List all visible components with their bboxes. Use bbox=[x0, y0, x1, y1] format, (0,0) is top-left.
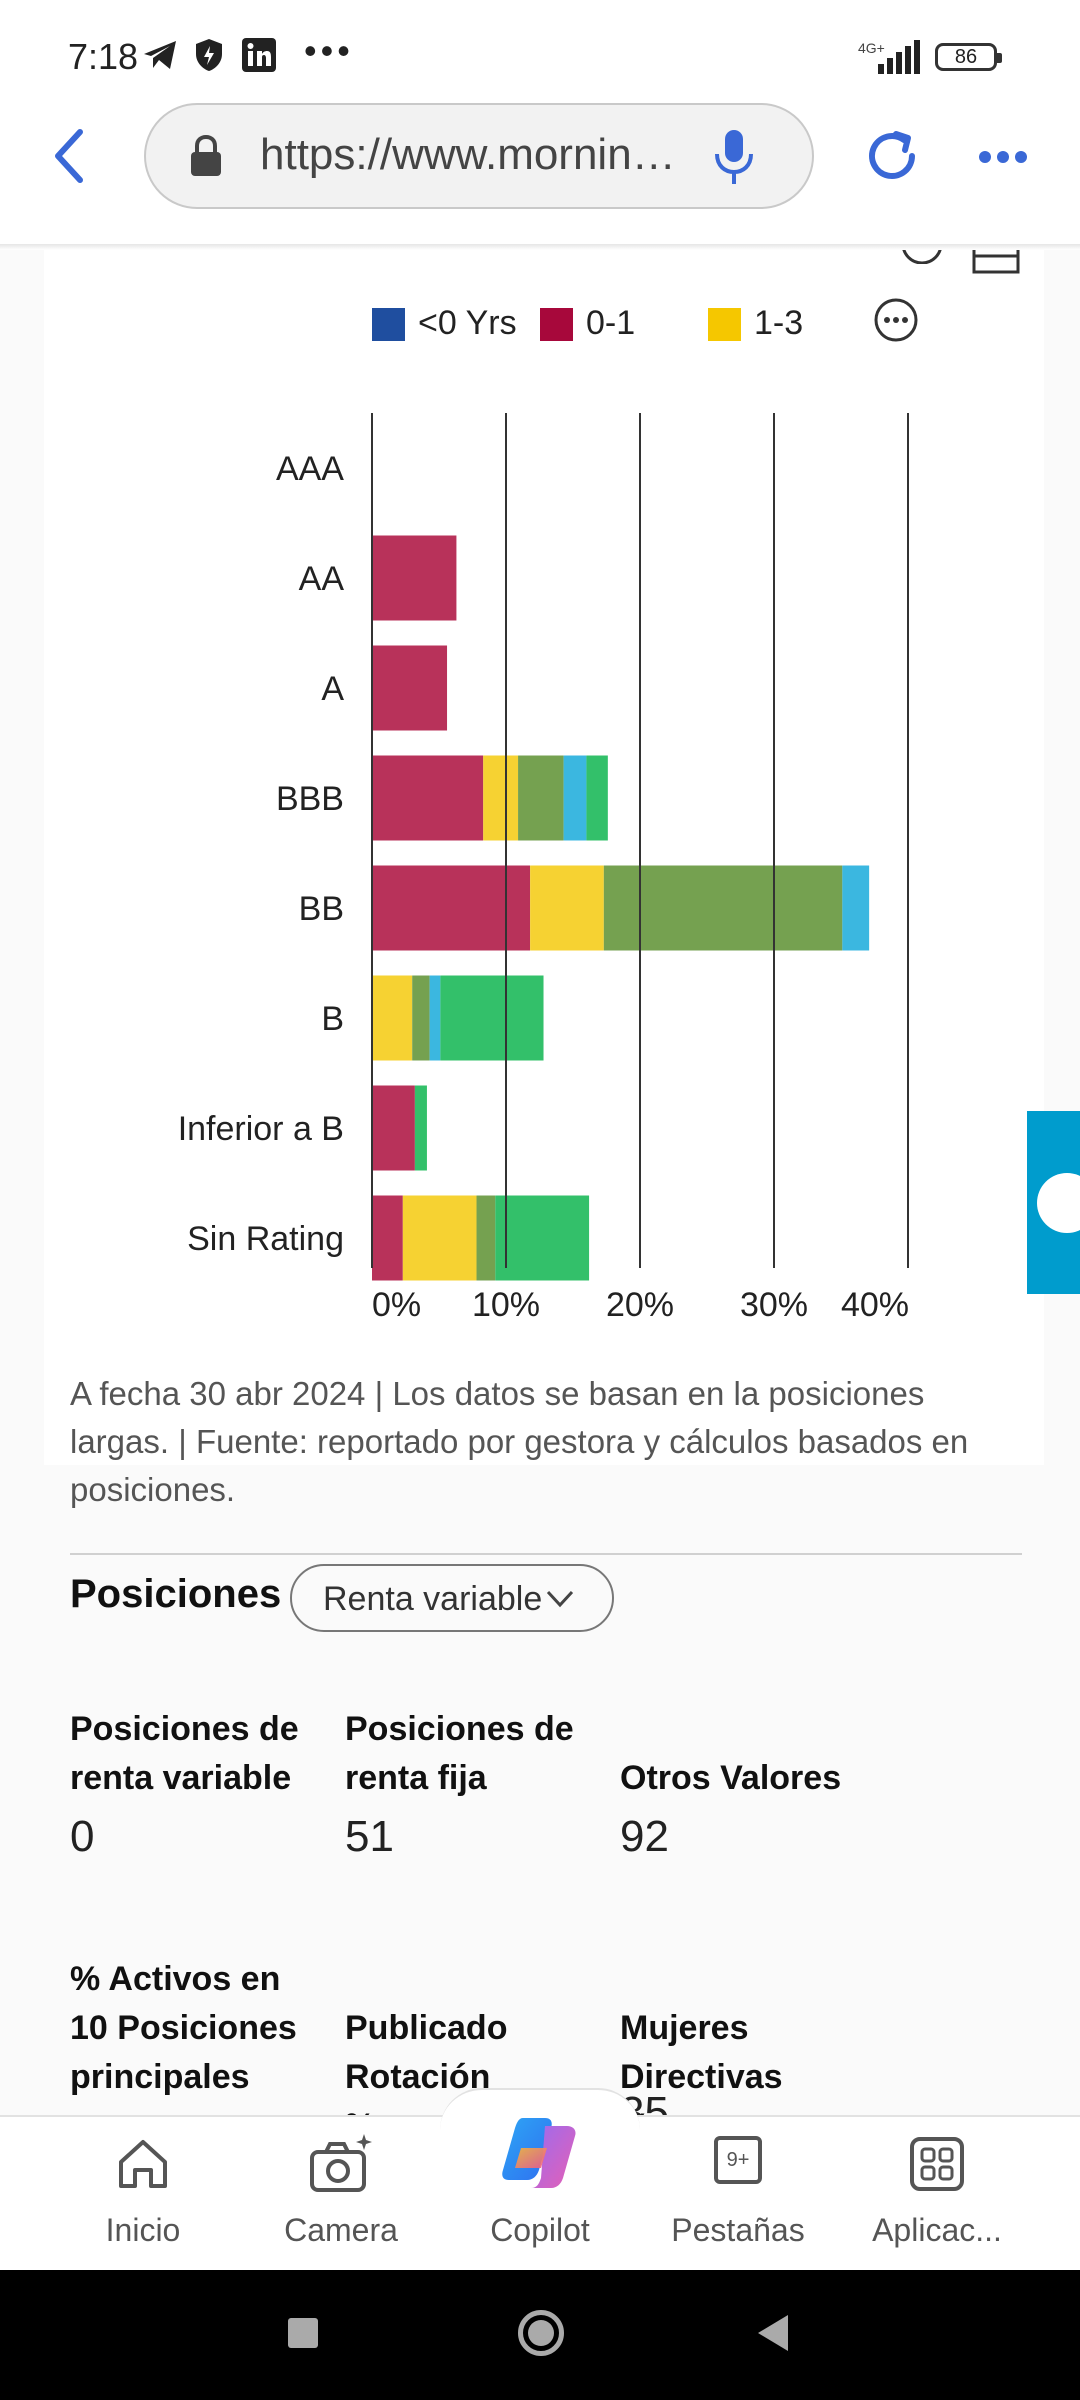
holdings-type-dropdown[interactable] bbox=[290, 1564, 614, 1632]
bar-a-series-0[interactable] bbox=[372, 645, 448, 731]
x-tick-label: 20% bbox=[606, 1286, 674, 1324]
bar-b-series-4[interactable] bbox=[440, 975, 544, 1061]
bar-bbb-series-1[interactable] bbox=[483, 755, 519, 841]
recents-button[interactable] bbox=[288, 2318, 318, 2348]
nav-apps-label[interactable]: Aplicac... bbox=[872, 2212, 1002, 2248]
bar-sin-rating-series-1[interactable] bbox=[402, 1195, 477, 1281]
holdings-title: Posiciones bbox=[70, 1572, 282, 1616]
category-label: AA bbox=[299, 560, 345, 598]
x-tick-label: 30% bbox=[740, 1286, 808, 1324]
bar-bbb-series-2[interactable] bbox=[518, 755, 564, 841]
apps-icon bbox=[910, 2137, 964, 2191]
status-time: 7:18 bbox=[68, 36, 139, 77]
more-notifications-icon: ••• bbox=[304, 30, 354, 71]
info-icon[interactable] bbox=[900, 250, 944, 264]
dropdown-value[interactable]: Renta variable bbox=[323, 1580, 543, 1618]
x-tick-label: 10% bbox=[472, 1286, 540, 1324]
telegram-icon bbox=[144, 41, 176, 69]
signal-icon bbox=[878, 40, 920, 74]
address-bar[interactable] bbox=[144, 103, 814, 209]
category-label: Sin Rating bbox=[187, 1220, 344, 1258]
system-navigation-bar bbox=[0, 2270, 1080, 2400]
category-label: AAA bbox=[276, 450, 344, 488]
stat-value-other-holdings: 92 bbox=[620, 1812, 669, 1861]
chart-footnote: A fecha 30 abr 2024 | Los datos se basan… bbox=[70, 1375, 969, 1508]
legend-swatch-2 bbox=[708, 308, 741, 341]
stat-label-top10-assets: % Activos en 10 Posiciones principales bbox=[70, 1960, 297, 2096]
url-text[interactable]: https://www.morningstar bbox=[260, 130, 680, 179]
bar-bb-series-1[interactable] bbox=[530, 865, 604, 951]
bar-inferior-a-b-series-0[interactable] bbox=[372, 1085, 415, 1171]
feedback-tab[interactable] bbox=[1027, 1111, 1080, 1294]
feedback-icon bbox=[1037, 1173, 1080, 1233]
stat-label-equity-holdings: Posiciones de renta variable bbox=[70, 1710, 299, 1797]
legend-label-2: 1-3 bbox=[754, 304, 804, 342]
home-button[interactable] bbox=[518, 2310, 564, 2356]
more-icon[interactable] bbox=[978, 150, 1028, 164]
nav-home[interactable] bbox=[43, 2130, 243, 2199]
bar-sin-rating-series-0[interactable] bbox=[372, 1195, 403, 1281]
category-label: B bbox=[321, 1000, 344, 1038]
bar-inferior-a-b-series-4[interactable] bbox=[414, 1085, 427, 1171]
legend-label-0: <0 Yrs bbox=[418, 304, 517, 342]
bar-bb-series-2[interactable] bbox=[603, 865, 843, 951]
bar-sin-rating-series-2[interactable] bbox=[476, 1195, 496, 1281]
bar-bbb-series-3[interactable] bbox=[563, 755, 587, 841]
category-label: BBB bbox=[276, 780, 344, 818]
toolbar-shadow bbox=[0, 244, 1080, 250]
bar-bbb-series-0[interactable] bbox=[372, 755, 484, 841]
status-bar: 7:18 ••• 4G+ 86 bbox=[0, 0, 1080, 100]
legend-swatch-0 bbox=[372, 308, 405, 341]
copilot-icon bbox=[502, 2118, 576, 2188]
table-view-icon[interactable] bbox=[972, 250, 1020, 274]
home-icon bbox=[119, 2140, 167, 2188]
network-type: 4G+ bbox=[858, 40, 885, 56]
nav-tabs-label[interactable]: Pestañas bbox=[671, 2212, 805, 2248]
category-label: A bbox=[321, 670, 344, 708]
bar-bb-series-0[interactable] bbox=[372, 865, 531, 951]
bar-b-series-1[interactable] bbox=[372, 975, 413, 1061]
nav-camera[interactable] bbox=[241, 2130, 441, 2201]
legend-swatch-1 bbox=[540, 308, 573, 341]
nav-copilot[interactable] bbox=[440, 2108, 640, 2203]
x-tick-label: 0% bbox=[372, 1286, 421, 1324]
battery-indicator: 86 bbox=[935, 43, 1002, 71]
bar-bb-series-3[interactable] bbox=[842, 865, 870, 951]
bar-b-series-2[interactable] bbox=[412, 975, 430, 1061]
nav-tabs[interactable]: 9+ bbox=[638, 2130, 838, 2184]
bar-aa-series-0[interactable] bbox=[372, 535, 457, 621]
nav-apps[interactable] bbox=[837, 2130, 1037, 2197]
back-arrow-icon[interactable] bbox=[50, 128, 90, 184]
chevron-down-icon[interactable] bbox=[545, 1588, 575, 1610]
stat-value-bond-holdings: 51 bbox=[345, 1812, 394, 1861]
refresh-icon[interactable] bbox=[862, 126, 922, 186]
shield-icon bbox=[196, 39, 222, 71]
bar-bbb-series-4[interactable] bbox=[586, 755, 608, 841]
category-label: Inferior a B bbox=[178, 1110, 344, 1148]
bar-sin-rating-series-4[interactable] bbox=[495, 1195, 590, 1281]
back-button[interactable] bbox=[754, 2312, 792, 2354]
tabs-count-badge: 9+ bbox=[726, 2149, 750, 2171]
bar-b-series-3[interactable] bbox=[429, 975, 441, 1061]
camera-icon bbox=[310, 2134, 372, 2192]
nav-home-label[interactable]: Inicio bbox=[105, 2212, 181, 2248]
nav-camera-label[interactable]: Camera bbox=[284, 2212, 398, 2248]
nav-copilot-label[interactable]: Copilot bbox=[490, 2212, 590, 2248]
x-tick-label: 40% bbox=[841, 1286, 909, 1324]
category-label: BB bbox=[299, 890, 344, 928]
tabs-icon: 9+ bbox=[714, 2136, 762, 2184]
mic-icon[interactable] bbox=[712, 128, 756, 188]
stat-value-equity-holdings: 0 bbox=[70, 1812, 95, 1861]
legend-label-1: 0-1 bbox=[586, 304, 636, 342]
stat-label-women-directors: Mujeres Directivas % bbox=[620, 2009, 783, 2115]
legend-more-icon[interactable] bbox=[872, 296, 920, 344]
lock-icon[interactable] bbox=[188, 134, 224, 178]
stat-label-bond-holdings: Posiciones de renta fija bbox=[345, 1710, 574, 1797]
stat-label-other-holdings: Otros Valores bbox=[620, 1759, 842, 1797]
section-divider bbox=[70, 1553, 1022, 1555]
stat-label-turnover: Publicado Rotación % bbox=[345, 2009, 508, 2115]
linkedin-icon bbox=[242, 38, 276, 72]
